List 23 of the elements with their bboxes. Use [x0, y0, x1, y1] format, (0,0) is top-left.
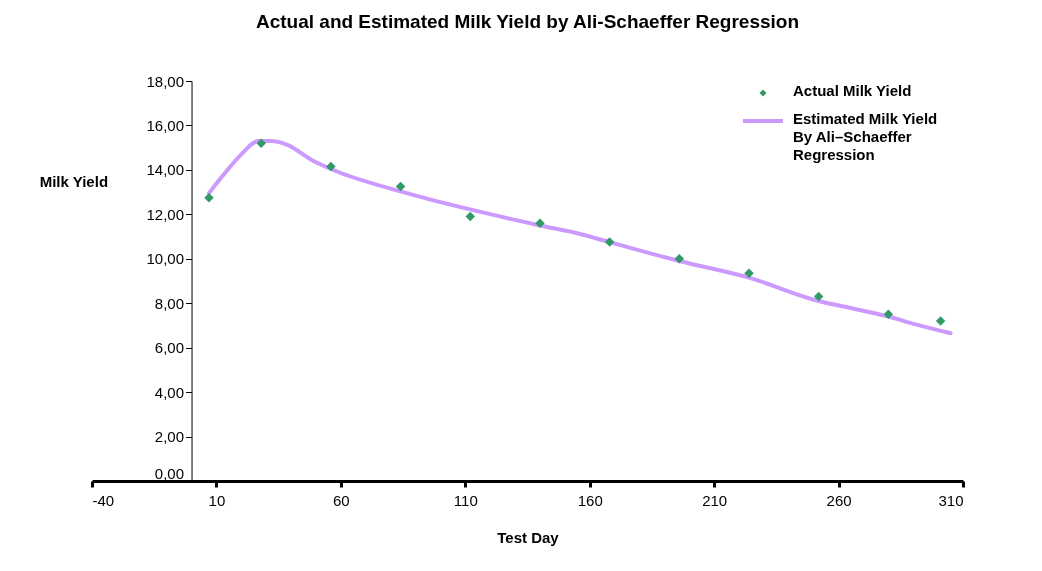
y-tick-label: 18,00 — [146, 72, 185, 90]
x-axis-title: Test Day — [497, 528, 560, 546]
y-tick-label: 12,00 — [146, 205, 185, 223]
y-tick-label: 0,00 — [154, 464, 185, 482]
y-tick-label: 2,00 — [154, 428, 185, 446]
x-tick-label: 160 — [577, 491, 603, 509]
legend-label: Actual Milk Yield — [793, 82, 912, 99]
y-tick-label: 8,00 — [154, 294, 185, 312]
x-tick-label: 10 — [208, 491, 226, 509]
y-tick-label: 6,00 — [154, 339, 185, 357]
y-tick-label: 10,00 — [146, 250, 185, 268]
x-tick-label: 60 — [333, 491, 350, 509]
x-tick-label: 310 — [938, 491, 964, 509]
legend-label: Estimated Milk Yield By Ali–Schaeffer Regression — [793, 110, 938, 163]
x-tick-label: 110 — [453, 491, 478, 509]
y-tick-label: 16,00 — [146, 116, 185, 134]
x-tick-label: -40 — [92, 491, 115, 509]
x-tick-label: 260 — [826, 491, 852, 509]
chart-title: Actual and Estimated Milk Yield by Ali-Schaeffer Regression — [255, 11, 800, 32]
y-axis-title: Milk Yield — [39, 172, 109, 190]
y-tick-label: 14,00 — [146, 161, 185, 179]
y-tick-label: 4,00 — [154, 383, 185, 401]
x-tick-label: 210 — [702, 491, 728, 509]
